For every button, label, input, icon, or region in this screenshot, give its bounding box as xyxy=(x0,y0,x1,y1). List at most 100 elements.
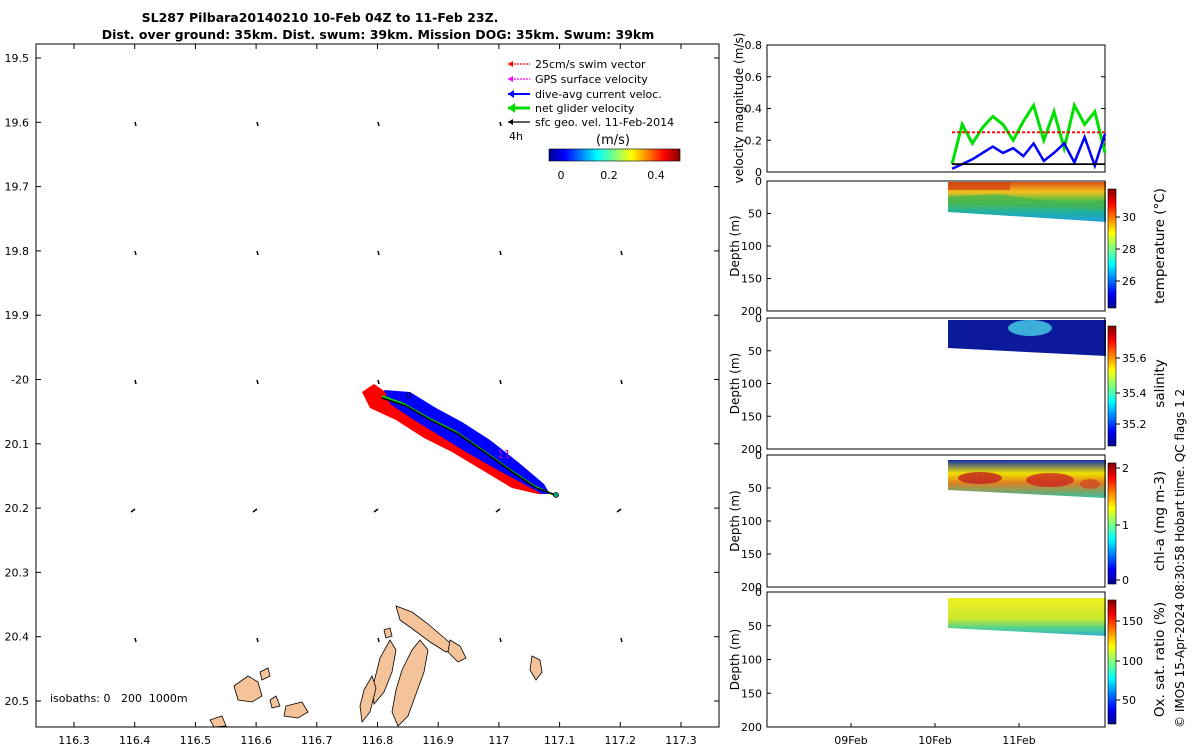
geo-velocity-arrow xyxy=(620,637,623,643)
svg-text:25cm/s swim vector: 25cm/s swim vector xyxy=(535,58,646,71)
section-y-tick-label: 0 xyxy=(755,586,762,599)
section-colorbar-tick-label: 26 xyxy=(1122,275,1136,288)
velocity-y-tick-label: 0 xyxy=(755,166,762,179)
section-colorbar-tick-label: 30 xyxy=(1122,211,1136,224)
map-x-tick-label: 117.1 xyxy=(544,734,576,747)
section-colorbar-tick-label: 0 xyxy=(1122,574,1129,587)
glider-track: 11 xyxy=(362,384,559,498)
isobaths-label: isobaths: 0 200 1000m xyxy=(50,692,188,705)
map-y-tick-label: 20.4 xyxy=(5,631,30,644)
section-colorbar-label: salinity xyxy=(1152,359,1168,407)
legend-item-current-velocity: dive-avg current veloc. xyxy=(508,88,662,101)
time-scale-label: 4h xyxy=(509,130,523,143)
velocity-y-label: velocity magnitude (m/s) xyxy=(732,33,746,184)
geo-velocity-arrow xyxy=(256,637,259,643)
section-y-tick-label: 100 xyxy=(741,515,762,528)
map-x-tick-label: 116.5 xyxy=(180,734,212,747)
svg-text:GPS surface velocity: GPS surface velocity xyxy=(535,73,648,86)
map-x-tick-label: 116.9 xyxy=(422,734,454,747)
section-x-tick-label: 09Feb xyxy=(834,734,867,747)
section-y-tick-label: 0 xyxy=(755,312,762,325)
section-colorbar-label: chl-a (mg m-3) xyxy=(1152,471,1168,571)
geo-velocity-arrow xyxy=(499,637,502,643)
salinity-section xyxy=(948,320,1106,356)
colorbar-tick-2: 0.4 xyxy=(647,169,665,182)
geo-velocity-arrow xyxy=(134,637,137,643)
section-y-tick-label: 200 xyxy=(741,305,762,318)
map-panel: 116.3 116.4 116.5 116.6 116.7 116.8 116.9 117 11… xyxy=(5,43,720,747)
geo-velocity-arrow xyxy=(499,121,502,127)
section-colorbar-tick-label: 28 xyxy=(1122,243,1136,256)
geo-velocity-arrow xyxy=(134,250,137,256)
section-colorbar-tick-label: 1 xyxy=(1122,519,1129,532)
map-y-ticks: 19.5 19.6 19.7 19.8 19.9 -20 20.1 20.2 20.3 20.4 2… xyxy=(5,52,719,708)
oxygen-section xyxy=(948,598,1106,636)
section-y-tick-label: 200 xyxy=(741,721,762,734)
glider-path xyxy=(381,397,557,496)
geo-velocity-arrow xyxy=(377,121,380,127)
velocity-magnitude-panel: 0 0.2 0.4 0.6 0.8 velocity magnitude (m/s) xyxy=(732,33,1107,184)
map-y-tick-label: -20 xyxy=(11,374,29,387)
geo-velocity-arrow xyxy=(134,379,137,385)
svg-text:net glider velocity: net glider velocity xyxy=(535,102,635,115)
section-y-tick-label: 50 xyxy=(748,345,762,358)
section-x-tick-label: 11Feb xyxy=(1002,734,1035,747)
section-y-label: Depth (m) xyxy=(728,353,742,414)
section-colorbar-tick-label: 35.4 xyxy=(1122,387,1147,400)
track-time-marker: 11 xyxy=(497,448,511,461)
section-colorbar-tick-label: 100 xyxy=(1122,655,1143,668)
map-y-tick-label: 19.9 xyxy=(5,309,30,322)
section-y-tick-label: 0 xyxy=(755,449,762,462)
legend-item-swim-vector: 25cm/s swim vector xyxy=(508,58,646,71)
chl-a-section xyxy=(948,460,1106,498)
section-y-tick-label: 150 xyxy=(741,548,762,561)
geo-velocity-arrow xyxy=(499,379,502,385)
section-colorbar xyxy=(1107,188,1117,309)
geo-velocity-arrow xyxy=(377,637,380,643)
velocity-axes-box xyxy=(766,44,1106,173)
section-colorbar xyxy=(1107,325,1117,447)
title-line-2: Dist. over ground: 35km. Dist. swum: 39k… xyxy=(102,27,655,42)
section-y-tick-label: 50 xyxy=(748,208,762,221)
section-y-tick-label: 0 xyxy=(755,175,762,188)
map-x-tick-label: 117.2 xyxy=(605,734,637,747)
map-y-tick-label: 19.6 xyxy=(5,116,30,129)
map-y-tick-label: 20.1 xyxy=(5,438,30,451)
map-y-tick-label: 19.8 xyxy=(5,245,30,258)
velocity-series-line xyxy=(950,101,1107,165)
section-y-tick-label: 200 xyxy=(741,581,762,594)
geo-velocity-arrow xyxy=(377,250,380,256)
geo-velocity-arrow xyxy=(130,508,136,513)
section-y-label: Depth (m) xyxy=(728,215,742,276)
section-colorbar xyxy=(1107,462,1117,585)
temperature-section xyxy=(948,182,1106,222)
land-islands xyxy=(209,605,543,728)
velocity-y-tick-label: 0.8 xyxy=(745,39,763,52)
title-line-1: SL287 Pilbara20140210 10-Feb 04Z to 11-F… xyxy=(142,10,499,25)
geo-velocity-arrow xyxy=(134,121,137,127)
geo-velocity-arrow xyxy=(495,508,501,513)
section-colorbar-label: temperature (°C) xyxy=(1152,188,1168,304)
map-x-tick-label: 116.4 xyxy=(119,734,151,747)
section-y-tick-label: 200 xyxy=(741,443,762,456)
map-y-tick-label: 20.2 xyxy=(5,502,30,515)
section-colorbar xyxy=(1107,599,1117,725)
velocity-series-line xyxy=(951,133,1107,170)
section-y-tick-label: 150 xyxy=(741,410,762,423)
colorbar-tick-0: 0 xyxy=(558,169,565,182)
section-colorbar-tick-label: 35.2 xyxy=(1122,418,1147,431)
geo-velocity-arrow xyxy=(620,250,623,256)
legend-item-gps-velocity: GPS surface velocity xyxy=(508,73,648,86)
svg-text:dive-avg current veloc.: dive-avg current veloc. xyxy=(535,88,662,101)
geo-velocity-arrow xyxy=(620,379,623,385)
section-y-label: Depth (m) xyxy=(728,490,742,551)
map-y-tick-label: 20.5 xyxy=(5,695,30,708)
section-colorbar-tick-label: 35.6 xyxy=(1122,352,1147,365)
geo-velocity-arrow xyxy=(373,508,379,513)
map-y-tick-label: 19.5 xyxy=(5,52,30,65)
track-end-marker xyxy=(553,492,559,498)
map-x-tick-label: 116.7 xyxy=(301,734,333,747)
section-y-tick-label: 100 xyxy=(741,654,762,667)
